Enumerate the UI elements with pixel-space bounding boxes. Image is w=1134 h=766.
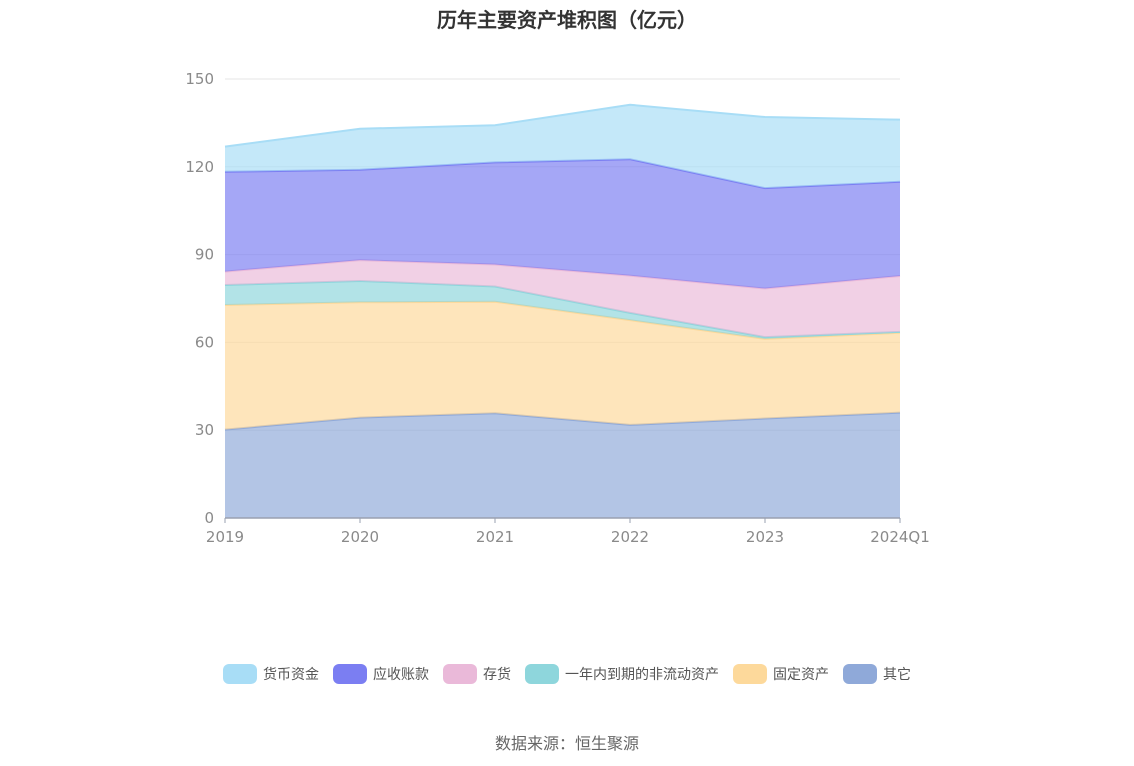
x-tick-label: 2023 [746,528,784,546]
x-tick-label: 2024Q1 [870,528,930,546]
area-series-4 [225,159,900,289]
legend-label: 货币资金 [263,667,319,683]
y-tick-label: 150 [185,70,214,88]
legend-item[interactable]: 一年内到期的非流动资产 [525,664,719,684]
area-series-line-5 [224,103,901,148]
legend-label: 应收账款 [373,667,429,683]
y-tick-label: 30 [195,421,214,439]
chart-title: 历年主要资产堆积图（亿元） [437,8,697,32]
area-series-1 [225,301,900,430]
legend-label: 存货 [483,667,511,683]
legend-swatch [733,664,767,684]
data-source: 数据来源：恒生聚源 [494,734,639,753]
x-tick-label: 2021 [476,528,514,546]
area-series-5 [225,104,900,189]
legend-item[interactable]: 存货 [443,664,511,684]
area-series-line-4 [224,158,901,190]
legend-swatch [525,664,559,684]
area-layer [224,103,901,518]
legend-item[interactable]: 其它 [843,664,911,684]
axis-layer: 0 30 60 90 120 150 2019 2020 2021 2022 2023 2024Q1 [185,70,929,546]
legend-item[interactable]: 固定资产 [733,664,829,684]
legend-label: 固定资产 [773,667,829,683]
legend-swatch [843,664,877,684]
legend-item[interactable]: 应收账款 [333,664,429,684]
x-tick-label: 2019 [206,528,244,546]
legend-swatch [223,664,257,684]
legend-swatch [333,664,367,684]
area-series-3 [225,260,900,338]
legend-item[interactable]: 货币资金 [223,664,319,684]
y-tick-label: 0 [204,509,214,527]
legend-label: 一年内到期的非流动资产 [565,667,719,683]
y-tick-label: 120 [185,158,214,176]
y-tick-label: 90 [195,246,214,264]
x-tick-label: 2020 [341,528,379,546]
y-tick-label: 60 [195,333,214,351]
legend-swatch [443,664,477,684]
area-series-2 [225,280,900,339]
x-tick-label: 2022 [611,528,649,546]
area-series-0 [225,412,900,518]
stacked-area-chart: 0 30 60 90 120 150 2019 2020 2021 2022 2023 2024Q1 [185,70,929,546]
legend: 货币资金 应收账款 存货 一年内到期的非流动资产 固定资产 其它 [0,664,1134,684]
legend-label: 其它 [883,667,911,683]
